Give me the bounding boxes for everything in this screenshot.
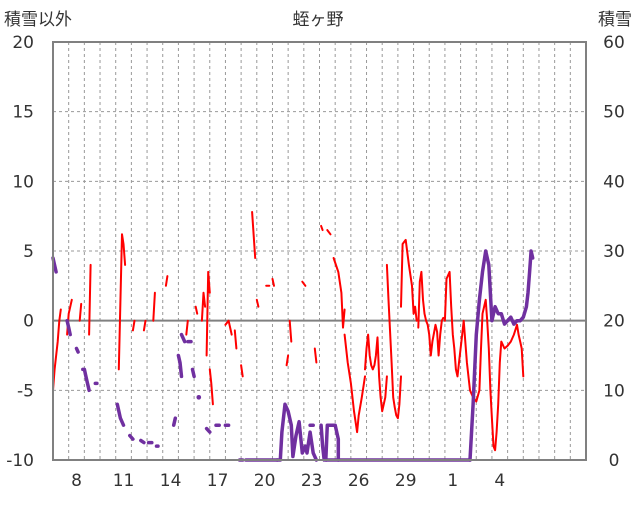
right-y-tick-label: 0 xyxy=(609,451,620,471)
snow_depth-line xyxy=(65,318,72,337)
snow_depth-line xyxy=(139,438,146,445)
temperature-line xyxy=(320,224,324,232)
temperature-line xyxy=(288,319,293,343)
left-y-tick-label: 5 xyxy=(23,242,34,262)
x-tick-label: 20 xyxy=(254,471,276,491)
temperature-line xyxy=(78,302,83,322)
temperature-line xyxy=(240,364,244,378)
x-tick-label: 14 xyxy=(160,471,182,491)
right-y-tick-label: 40 xyxy=(603,172,625,192)
x-tick-label: 29 xyxy=(395,471,417,491)
plot-border xyxy=(52,41,587,461)
temperature-line xyxy=(271,277,275,287)
snow_depth-line xyxy=(171,416,178,427)
temperature-line xyxy=(251,211,257,259)
snow_depth-line xyxy=(179,332,187,344)
right-axis-label: 積雪 xyxy=(598,10,632,30)
temperature-line xyxy=(285,354,290,367)
snow_depth-line xyxy=(324,423,341,462)
temperature-line xyxy=(164,275,169,287)
snow_depth-line xyxy=(204,426,212,434)
temperature-line xyxy=(332,257,346,329)
x-tick-label: 26 xyxy=(348,471,370,491)
left-y-tick-label: 15 xyxy=(12,103,34,123)
temperature-line xyxy=(417,270,445,357)
x-tick-label: 1 xyxy=(447,471,458,491)
snow_depth-line xyxy=(81,367,91,393)
x-tick-label: 23 xyxy=(301,471,323,491)
right-y-tick-label: 10 xyxy=(603,381,625,401)
snow_depth-point xyxy=(196,394,202,400)
temperature-line xyxy=(326,229,332,236)
temperature-line xyxy=(185,319,189,336)
plot-frame xyxy=(52,41,587,461)
temperature-line xyxy=(301,280,307,287)
left-y-tick-label: 10 xyxy=(12,172,34,192)
temperature-line xyxy=(224,319,233,336)
snow_depth-line xyxy=(128,433,135,441)
snow_depth-line xyxy=(319,423,326,462)
temperature-line xyxy=(385,263,402,420)
snow_depth-line xyxy=(190,367,196,379)
temperature-line xyxy=(200,291,207,322)
right-y-tick-label: 60 xyxy=(603,33,625,53)
temperature-line xyxy=(443,270,525,452)
snow_depth-line xyxy=(115,402,126,427)
grid xyxy=(53,42,586,460)
left-axis-label: 積雪以外 xyxy=(4,10,72,30)
temperature-line xyxy=(194,305,199,315)
temperature-line xyxy=(208,368,214,406)
temperature-line xyxy=(205,270,211,357)
left-y-tick-label: 20 xyxy=(12,33,34,53)
temperature-line xyxy=(233,329,238,350)
temperature-line xyxy=(313,347,318,364)
snow_depth-line xyxy=(176,353,184,379)
temperature-line xyxy=(343,333,366,434)
temperature-line xyxy=(131,319,136,332)
temperature-line xyxy=(117,233,127,371)
temperature-line xyxy=(152,291,156,322)
temperature-line xyxy=(88,263,92,336)
left-y-tick-label: 0 xyxy=(23,312,34,332)
temperature-line xyxy=(364,333,388,413)
left-y-tick-label: -5 xyxy=(17,381,34,401)
chart-title: 蛭ヶ野 xyxy=(293,10,344,30)
x-tick-label: 4 xyxy=(494,471,505,491)
temperature-line xyxy=(52,308,62,392)
x-tick-label: 11 xyxy=(113,471,135,491)
temperature-line xyxy=(142,319,147,332)
left-y-tick-label: -10 xyxy=(6,451,34,471)
right-y-tick-label: 50 xyxy=(603,103,625,123)
temperature-line xyxy=(400,238,418,322)
snow_depth-line xyxy=(468,249,535,462)
x-tick-label: 8 xyxy=(71,471,82,491)
temperature-line xyxy=(255,298,260,308)
right-y-tick-label: 20 xyxy=(603,312,625,332)
snow_depth-line xyxy=(275,402,319,462)
right-y-tick-label: 30 xyxy=(603,242,625,262)
x-tick-label: 17 xyxy=(207,471,229,491)
snow_depth-line xyxy=(74,346,80,354)
